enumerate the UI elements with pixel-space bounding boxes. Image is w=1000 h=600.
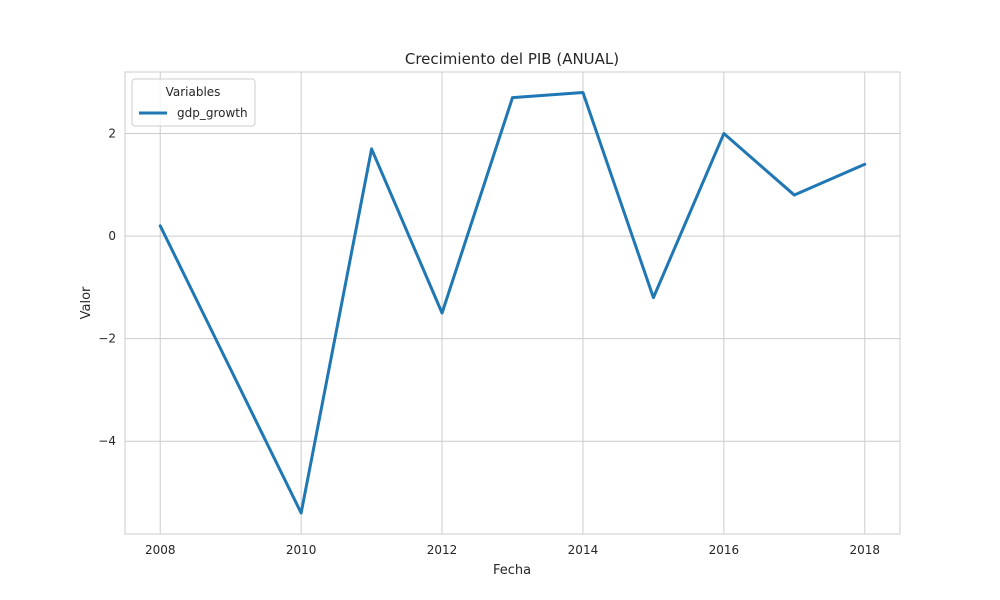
data-point: [159, 224, 162, 227]
data-point: [652, 296, 655, 299]
data-point: [441, 311, 444, 314]
data-point: [793, 194, 796, 197]
data-point: [511, 96, 514, 99]
y-axis-label: Valor: [79, 286, 94, 319]
plot-frame: [124, 71, 901, 535]
x-tick-label: 2008: [145, 543, 176, 557]
y-tick-label: −4: [98, 434, 116, 448]
series-layer: [158, 91, 867, 515]
x-axis-label: Fecha: [493, 563, 531, 578]
data-point: [722, 132, 725, 135]
data-point: [581, 91, 584, 94]
x-tick-labels: 2008 2010 2012 2014 2016 2018: [145, 543, 880, 557]
y-tick-labels: −4 −2 0 2: [98, 127, 116, 449]
legend: Variables gdp_growth: [131, 78, 256, 127]
data-point: [863, 163, 866, 166]
legend-title: Variables: [166, 85, 221, 99]
grid: [125, 72, 900, 534]
legend-series-label: gdp_growth: [177, 106, 248, 120]
y-tick-label: 2: [108, 127, 116, 141]
y-tick-label: −2: [98, 332, 116, 346]
data-point: [300, 511, 303, 514]
x-tick-label: 2012: [427, 543, 458, 557]
x-tick-label: 2010: [286, 543, 317, 557]
series-line-gdp_growth: [158, 91, 867, 515]
chart-title: Crecimiento del PIB (ANUAL): [405, 50, 619, 68]
x-tick-label: 2014: [568, 543, 599, 557]
data-point: [370, 147, 373, 150]
x-tick-label: 2016: [709, 543, 740, 557]
x-tick-label: 2018: [849, 543, 880, 557]
data-point: [229, 368, 232, 371]
y-tick-label: 0: [108, 229, 116, 243]
